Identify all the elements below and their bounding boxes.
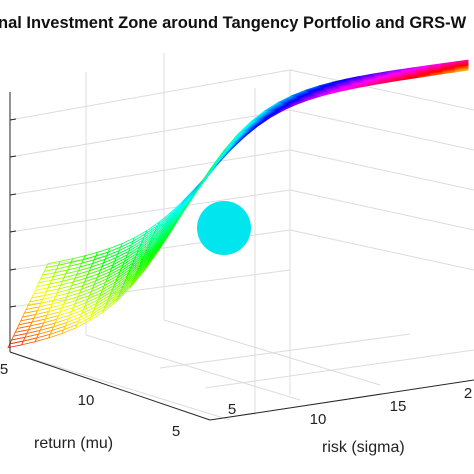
z-tick-mark (9, 118, 17, 121)
x-tick-label: 10 (310, 411, 327, 428)
grid-line (9, 189, 291, 233)
axis-line (9, 351, 211, 421)
y-axis-label: return (mu) (34, 435, 113, 452)
grid-line (289, 149, 474, 191)
z-tick-mark (9, 193, 17, 196)
z-tick-mark (9, 155, 17, 158)
tick-labels: 5 10 15 2 5 10 5 (0, 361, 472, 440)
grid-line (9, 69, 291, 121)
y-tick-label: 5 (172, 423, 180, 440)
tangency-sphere (197, 201, 251, 255)
z-tick-mark (9, 230, 17, 233)
x-axis-label: risk (sigma) (322, 439, 405, 456)
grid-line (289, 229, 474, 271)
grid-line (9, 149, 291, 196)
grid-line (9, 109, 291, 158)
grid-lines (9, 53, 474, 421)
x-tick-label: 15 (390, 398, 407, 415)
mesh-cell (455, 69, 469, 73)
y-tick-label: 5 (0, 361, 8, 378)
x-tick-label: 2 (464, 385, 472, 402)
surface-mesh (7, 59, 469, 349)
y-tick-label: 10 (78, 392, 95, 409)
axis-line (209, 379, 474, 421)
z-tick-mark (9, 268, 17, 271)
x-tick-label: 5 (228, 401, 236, 418)
grid-line (289, 109, 474, 151)
chart-title: nal Investment Zone around Tangency Port… (0, 14, 467, 32)
tangency-marker (197, 201, 251, 255)
grid-line (159, 333, 411, 369)
grid-line (9, 351, 231, 421)
grid-line (9, 269, 291, 308)
z-tick-mark (9, 305, 17, 308)
grid-line (289, 69, 474, 111)
grid-line (85, 334, 301, 401)
grid-line (289, 189, 474, 231)
grid-line (204, 349, 474, 389)
axes (9, 92, 474, 421)
